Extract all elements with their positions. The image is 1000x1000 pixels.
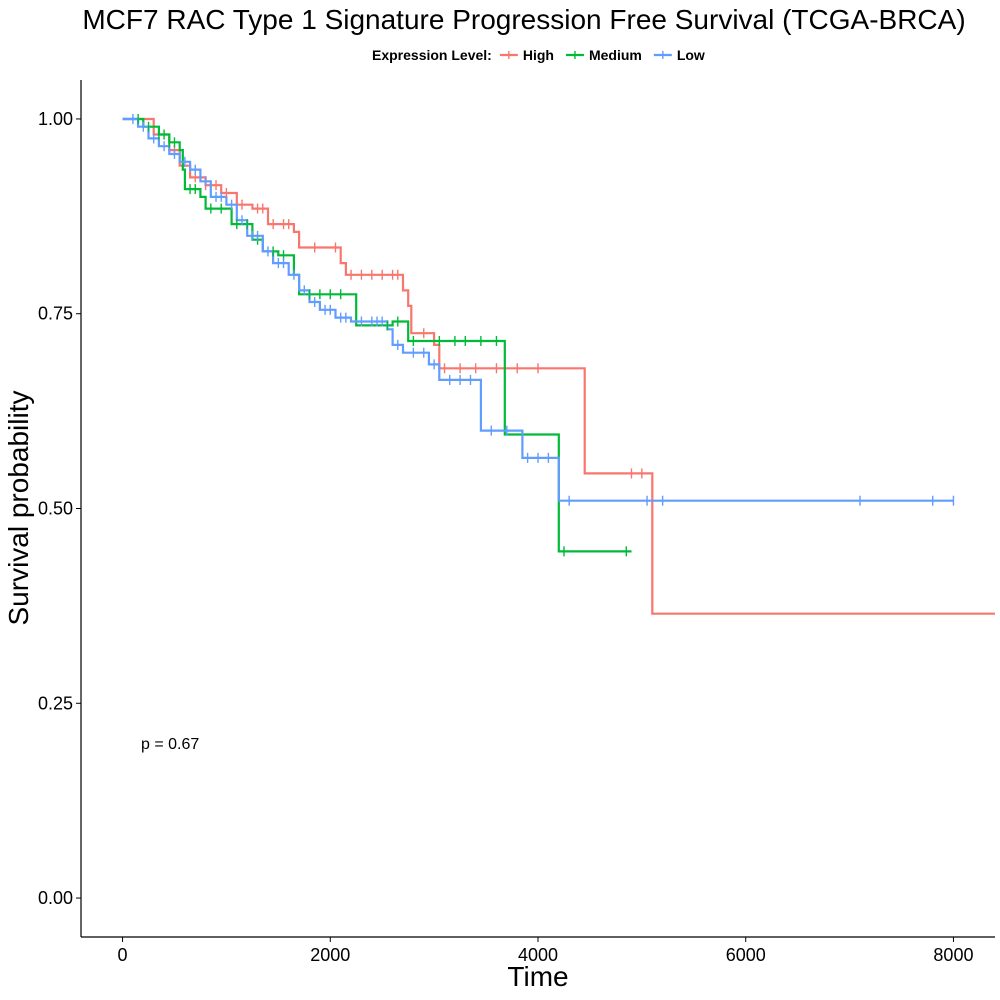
legend-item-medium: Medium — [565, 47, 642, 63]
censor-marks — [132, 113, 955, 557]
legend-title: Expression Level: — [372, 47, 492, 63]
survival-curve-low — [122, 117, 954, 502]
y-tick-label: 1.00 — [38, 109, 73, 129]
y-tick-label: 0.25 — [38, 693, 73, 713]
survival-curve-high — [122, 117, 995, 615]
y-tick-label: 0.50 — [38, 499, 73, 519]
x-tick-label: 0 — [118, 945, 128, 965]
legend: Expression Level: High Medium Low — [372, 47, 705, 63]
legend-item-low: Low — [653, 47, 705, 63]
x-tick-label: 4000 — [518, 945, 558, 965]
y-axis-title: Survival probability — [3, 391, 34, 626]
y-tick-label: 0.00 — [38, 888, 73, 908]
legend-label: Medium — [589, 47, 642, 63]
x-tick-label: 6000 — [726, 945, 766, 965]
chart-title: MCF7 RAC Type 1 Signature Progression Fr… — [82, 4, 965, 35]
axes: 0 2000 4000 6000 8000 0.00 0.25 0.50 0.75 1.00 — [38, 80, 995, 965]
p-value-annotation: p = 0.67 — [141, 736, 199, 753]
legend-label: High — [523, 47, 554, 63]
y-tick-label: 0.75 — [38, 304, 73, 324]
legend-item-high: High — [499, 47, 554, 63]
x-tick-label: 8000 — [933, 945, 973, 965]
survival-curve-medium — [122, 117, 632, 553]
x-axis-title: Time — [507, 961, 568, 992]
curves — [122, 117, 995, 615]
legend-label: Low — [677, 47, 705, 63]
x-tick-label: 2000 — [310, 945, 350, 965]
